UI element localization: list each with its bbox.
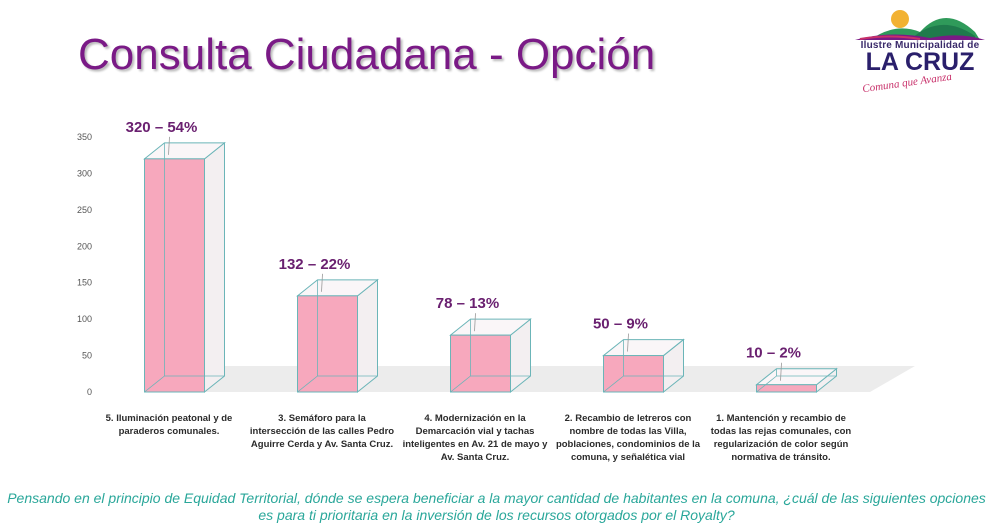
x-category-label: 4. Modernización en la Demarcación vial … [402, 413, 548, 463]
y-tick-label: 250 [77, 205, 92, 215]
y-tick-label: 100 [77, 314, 92, 324]
bar-ghost [624, 129, 684, 376]
data-label-leader [474, 313, 476, 332]
page-title: Consulta Ciudadana - Opción [78, 30, 656, 79]
data-label: 78 – 13% [436, 295, 499, 312]
y-tick-label: 0 [87, 387, 92, 397]
municipality-logo: Ilustre Municipalidad de LA CRUZ Comuna … [850, 2, 990, 106]
bar-edge [450, 375, 471, 393]
y-tick-label: 300 [77, 168, 92, 178]
bar [603, 355, 664, 393]
bar [297, 295, 358, 393]
y-tick-label: 200 [77, 241, 92, 251]
data-label-leader [321, 273, 323, 292]
mountain-logo-icon [855, 10, 985, 40]
y-tick-label: 150 [77, 278, 92, 288]
bar-side [357, 278, 378, 394]
bar-chart: 0 50 100 150 200 250 300 350 320 – 54% 132 – 22% 7… [77, 119, 915, 397]
x-category-label: 1. Mantención y recambio de todas las re… [710, 413, 852, 463]
x-category-label: 3. Semáforo para la intersección de las … [249, 413, 395, 450]
bar-edge [756, 375, 777, 393]
x-category-label: 2. Recambio de letreros con nombre de to… [555, 413, 701, 463]
bar [756, 384, 817, 393]
y-tick-label: 50 [82, 351, 92, 361]
logo-municipality-text: Ilustre Municipalidad de [860, 40, 980, 51]
bar-ghost [777, 129, 837, 376]
data-label-leader [780, 362, 782, 381]
bar-edge [603, 375, 624, 393]
data-label: 320 – 54% [126, 119, 198, 136]
bar-side [204, 141, 225, 394]
bar-edge [144, 375, 165, 393]
survey-question: Pensando en el principio de Equidad Terr… [7, 490, 986, 523]
data-label: 132 – 22% [279, 256, 351, 273]
data-label-leader [627, 333, 629, 352]
data-label-leader [168, 136, 170, 155]
logo-town-name: LA CRUZ [865, 48, 975, 76]
bar [144, 158, 205, 393]
x-category-label: 5. Iluminación peatonal y de paraderos c… [105, 413, 233, 437]
y-tick-label: 350 [77, 132, 92, 142]
bar [450, 334, 511, 393]
data-label: 50 – 9% [593, 316, 648, 333]
data-label: 10 – 2% [746, 345, 801, 362]
bar-edge [297, 375, 318, 393]
